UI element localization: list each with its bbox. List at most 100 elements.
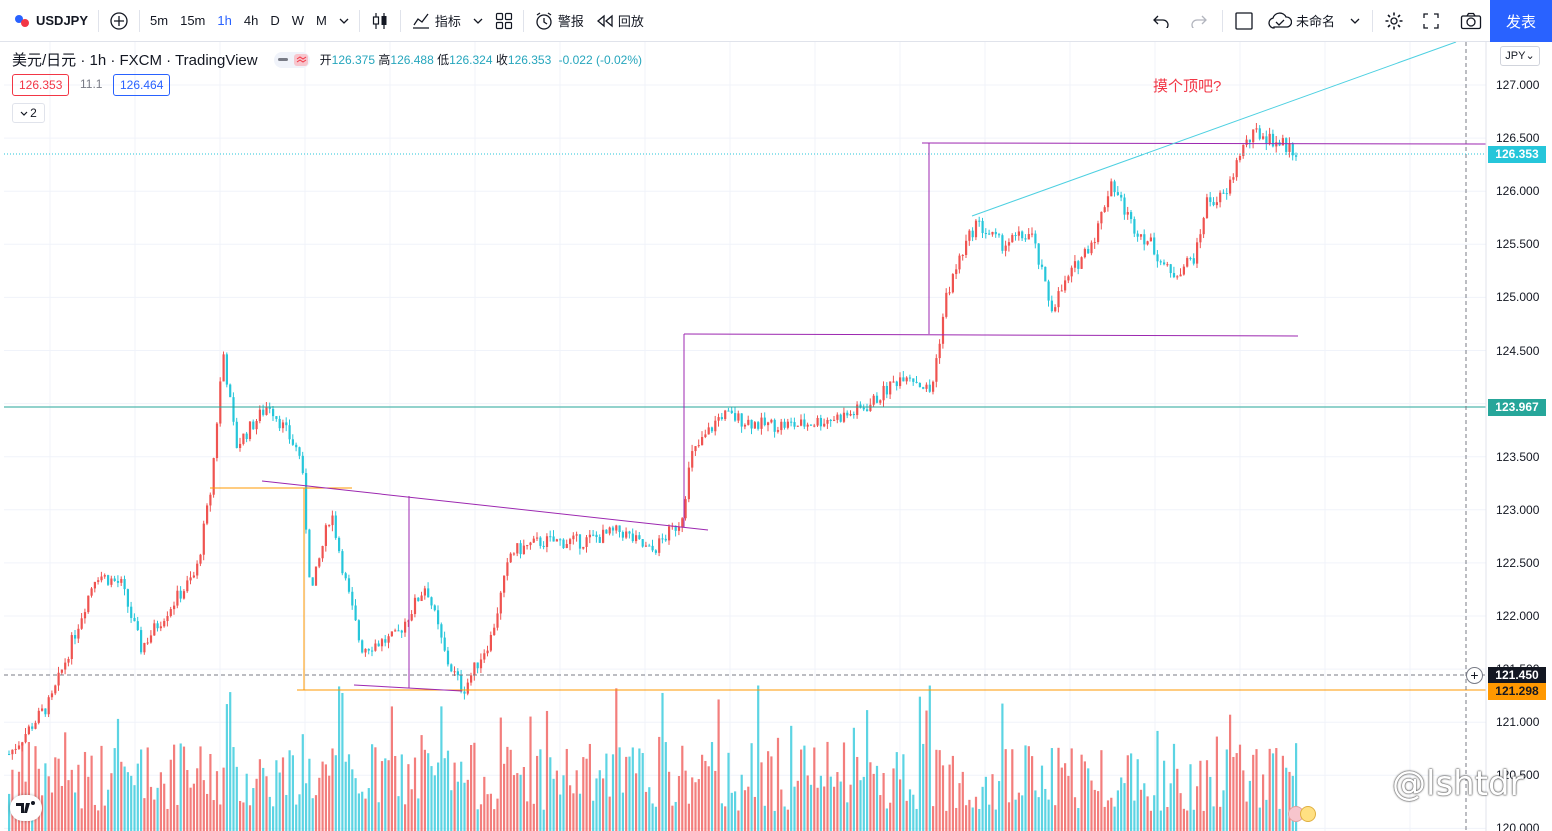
tf-5m[interactable]: 5m	[150, 13, 169, 28]
candle-body	[575, 534, 578, 536]
volume-bar	[77, 764, 80, 831]
volume-bar	[912, 794, 915, 831]
volume-bar	[44, 763, 47, 831]
candle-body	[849, 413, 852, 416]
chart-annotation-text[interactable]: 摸个顶吧?	[1153, 78, 1222, 95]
tf-4h[interactable]: 4h	[243, 13, 259, 28]
candle-body	[423, 588, 426, 596]
volume-bar	[133, 785, 136, 831]
layout-name-button[interactable]: 未命名	[1262, 0, 1341, 42]
layout-dropdown[interactable]	[1344, 0, 1366, 42]
volume-bar	[978, 808, 981, 831]
trend-line-bottom[interactable]	[353, 684, 463, 692]
candle-body	[1054, 307, 1057, 312]
indicators-icon	[412, 13, 429, 29]
candle-body	[1093, 242, 1096, 244]
volume-bar	[1116, 790, 1119, 831]
candle-body	[961, 254, 964, 256]
volume-bar	[113, 748, 116, 831]
volume-bar	[209, 753, 212, 831]
tf-m[interactable]: M	[316, 13, 327, 28]
candle-body	[918, 382, 921, 388]
volume-bar	[578, 793, 582, 831]
candle-body	[390, 631, 393, 637]
purple-range-mid[interactable]	[683, 333, 1299, 337]
candle-body	[585, 537, 588, 547]
volume-bar	[380, 761, 384, 831]
candle-body	[882, 385, 885, 401]
drawing-objects[interactable]	[4, 42, 1487, 831]
legend-toggle[interactable]	[273, 51, 310, 68]
volume-bar	[681, 745, 684, 831]
add-alert-plus-icon[interactable]: +	[1466, 667, 1483, 684]
undo-button[interactable]	[1146, 0, 1176, 42]
currency-selector[interactable]: JPY⌄	[1500, 46, 1540, 66]
candle-body	[334, 515, 337, 538]
candle-body	[1265, 136, 1268, 144]
candle-body	[895, 381, 898, 387]
candle-body	[658, 538, 661, 553]
volume-bar	[955, 807, 958, 831]
fullscreen-button[interactable]	[1416, 0, 1446, 42]
sell-price-button[interactable]: 126.353	[12, 74, 70, 96]
tf-d[interactable]: D	[270, 13, 280, 28]
compare-button[interactable]	[103, 0, 135, 42]
legend-title[interactable]: 美元/日元 · 1h · FXCM · TradingView	[12, 52, 258, 69]
volume-bar	[951, 755, 954, 831]
candle-body	[776, 430, 780, 432]
replay-button[interactable]: 回放	[590, 0, 650, 42]
volume-bar	[869, 762, 872, 831]
publish-button[interactable]: 发表	[1490, 0, 1552, 42]
candle-body	[222, 354, 225, 382]
indicators-label: 指标	[434, 14, 461, 29]
candle-body	[1100, 211, 1103, 224]
event-flag-icon[interactable]	[1300, 806, 1316, 822]
volume-bar	[27, 742, 30, 831]
candle-body	[674, 525, 677, 531]
divider	[1222, 10, 1223, 32]
price-chart[interactable]	[0, 42, 1552, 831]
volume-bar	[1205, 760, 1209, 831]
tf-1h[interactable]: 1h	[217, 13, 232, 28]
redo-button[interactable]	[1184, 0, 1214, 42]
candle-body	[1004, 245, 1007, 251]
candle-body	[562, 539, 565, 549]
candle-body	[173, 605, 176, 610]
volume-bar	[110, 773, 113, 831]
high-label: 高	[378, 53, 391, 67]
volume-bar	[529, 716, 532, 831]
volume-bar	[737, 810, 740, 831]
candle-body	[476, 662, 479, 669]
buy-price-button[interactable]: 126.464	[113, 74, 171, 96]
templates-dropdown[interactable]	[467, 0, 489, 42]
volume-bar	[466, 779, 469, 831]
tradingview-logo-icon[interactable]	[10, 795, 42, 821]
settings-button[interactable]	[1378, 0, 1410, 42]
fullscreen-layout-button[interactable]	[1228, 0, 1260, 42]
alert-button[interactable]: 警报	[528, 0, 590, 42]
candle-body	[1156, 254, 1159, 262]
legend-collapse-button[interactable]: 2	[12, 103, 45, 123]
timeframe-dropdown[interactable]	[333, 0, 355, 42]
volume-bar	[321, 761, 324, 831]
snapshot-button[interactable]	[1454, 0, 1488, 42]
symbol-search[interactable]: USDJPY	[0, 0, 94, 42]
candle-body	[941, 316, 945, 344]
candle-body	[440, 624, 443, 638]
trend-line-ascending[interactable]	[971, 42, 1457, 217]
volume-bar	[281, 757, 285, 831]
volume-bar	[793, 786, 796, 831]
candle-body	[1255, 128, 1258, 130]
volume-bar	[757, 685, 760, 831]
tf-w[interactable]: W	[291, 13, 304, 28]
chart-type-button[interactable]	[364, 0, 396, 42]
purple-range-top[interactable]	[921, 142, 1487, 145]
candle-body	[509, 553, 512, 563]
layouts-button[interactable]	[489, 0, 519, 42]
volume-bar	[242, 802, 245, 831]
trend-line-descending[interactable]	[261, 480, 709, 531]
indicators-button[interactable]: 指标	[405, 0, 467, 42]
candle-body	[644, 545, 648, 547]
tf-15m[interactable]: 15m	[180, 13, 206, 28]
candle-body	[311, 577, 314, 586]
